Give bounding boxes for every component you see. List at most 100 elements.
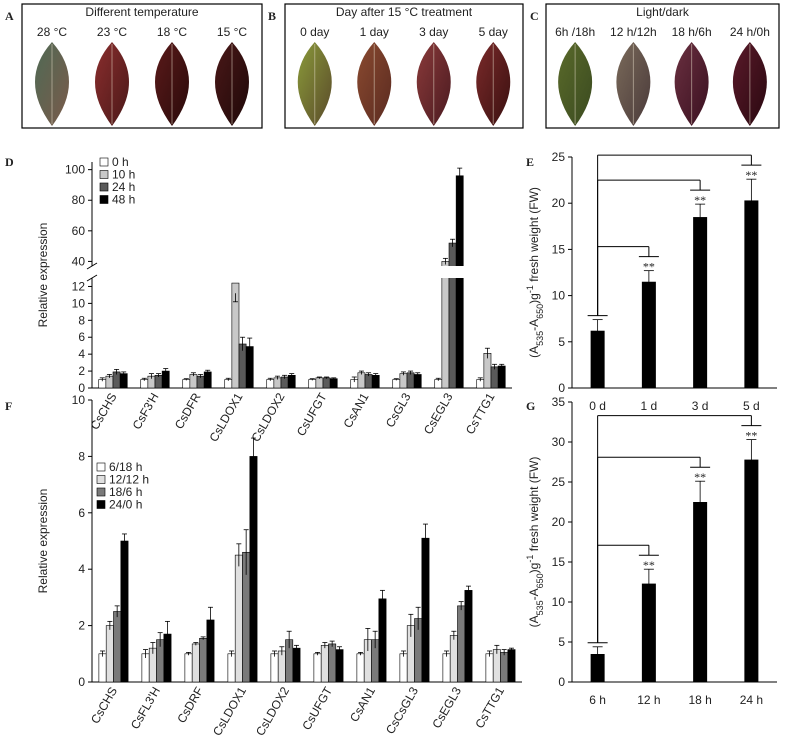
photo-label: 6h /18h [555,25,595,39]
bar [464,590,473,683]
legend-label: 10 h [112,168,135,182]
bar [154,375,163,389]
x-tick-label: CsDRF [174,685,206,726]
bar [308,379,317,389]
y-tick-label: 5 [558,635,565,649]
y-tick-label: 100 [65,163,85,177]
y-axis-label-part: Relative expression [36,223,50,328]
bar [182,379,191,389]
bar [371,375,380,389]
photo-title: Day after 15 °C treatment [336,5,473,19]
y-axis-label-part: -A [527,588,541,600]
x-tick-label: CsCHS [88,685,120,727]
bar [392,379,401,389]
y-tick-label: 20 [552,196,566,210]
axis-break-mark [86,274,98,282]
bar [378,598,387,683]
bar [105,375,114,389]
bar [457,605,466,683]
y-axis-label-part: 535 [535,600,545,615]
legend-label: 6/18 h [109,460,142,474]
x-tick-label: CsCsGL3 [383,684,421,736]
bar [485,653,494,683]
bar [693,217,708,388]
y-axis-label: Relative expression [36,489,50,594]
bar [313,653,322,683]
axis-break-gap [86,266,512,278]
bar [421,537,430,683]
y-tick-label: 30 [552,435,566,449]
bar [189,374,198,389]
x-tick-label: CsLDOX1 [206,390,245,444]
y-axis-label-part: -1 [525,555,535,563]
x-tick-label: CsLDOX2 [248,390,287,444]
x-tick-label: CsLDOX1 [210,684,249,736]
y-tick-label: 4 [78,347,85,361]
bar [744,200,759,388]
y-tick-label: 6 [78,506,85,520]
bar [184,653,193,683]
bar [196,375,205,389]
x-tick-label: CsEGL3 [421,390,456,437]
y-axis-label-part: -1 [525,285,535,293]
y-tick-label: 10 [72,393,86,407]
photo-label: 18 h/6h [672,25,712,39]
bar [492,649,501,683]
significance-label: ** [694,470,706,484]
x-tick-label: CsF3'H [130,391,162,432]
bar [98,653,107,683]
y-axis-label-part: (A [527,615,541,627]
y-axis-label-part: fresh weight (FW) [527,187,541,285]
y-axis-label: (A535-A650)g-1 fresh weight (FW) [525,187,545,358]
legend-label: 0 h [112,155,129,169]
legend-label: 12/12 h [109,473,149,487]
bar [329,378,338,389]
bar [203,371,212,389]
y-tick-label: 15 [552,242,566,256]
bar [315,377,324,389]
legend-swatch [96,475,106,484]
bar [507,649,516,683]
y-axis-label-part: )g [527,293,541,304]
bar [320,645,329,683]
bar [119,373,128,389]
y-tick-label: 20 [552,515,566,529]
bar [693,502,708,682]
x-tick-label: 0 d [589,399,606,413]
panel-letter: E [526,155,534,169]
y-axis-label-part: -A [527,319,541,331]
significance-label: ** [745,429,757,443]
legend-label: 24 h [112,180,135,194]
bar [441,261,450,389]
legend-label: 24/0 h [109,498,142,512]
significance-label: ** [643,260,655,274]
bar [270,653,279,683]
bar [641,583,656,682]
legend-label: 48 h [112,193,135,207]
bar [590,654,605,682]
y-tick-label: 0 [78,675,85,689]
legend-swatch [96,487,106,497]
significance-label: ** [745,168,757,182]
x-tick-label: CsEGL3 [429,684,464,731]
x-tick-label: CsGL3 [383,390,414,430]
y-axis-label: (A535-A650)g-1 fresh weight (FW) [525,457,545,628]
bar [322,377,331,389]
bar [399,373,408,389]
y-axis-label: Relative expression [36,223,50,328]
legend-swatch [96,462,106,472]
x-tick-label: CsAN1 [347,684,378,724]
y-tick-label: 60 [72,224,86,238]
y-axis-label-part: (A [527,346,541,358]
bar [231,282,240,389]
panel-letter: B [268,9,276,23]
bar [227,653,236,683]
bar [406,372,415,389]
legend-label: 18/6 h [109,485,142,499]
photo-label: 15 °C [217,25,247,39]
bar [483,353,492,389]
bar [277,650,286,683]
y-tick-label: 15 [552,555,566,569]
x-tick-label: CsTTG1 [463,390,498,437]
